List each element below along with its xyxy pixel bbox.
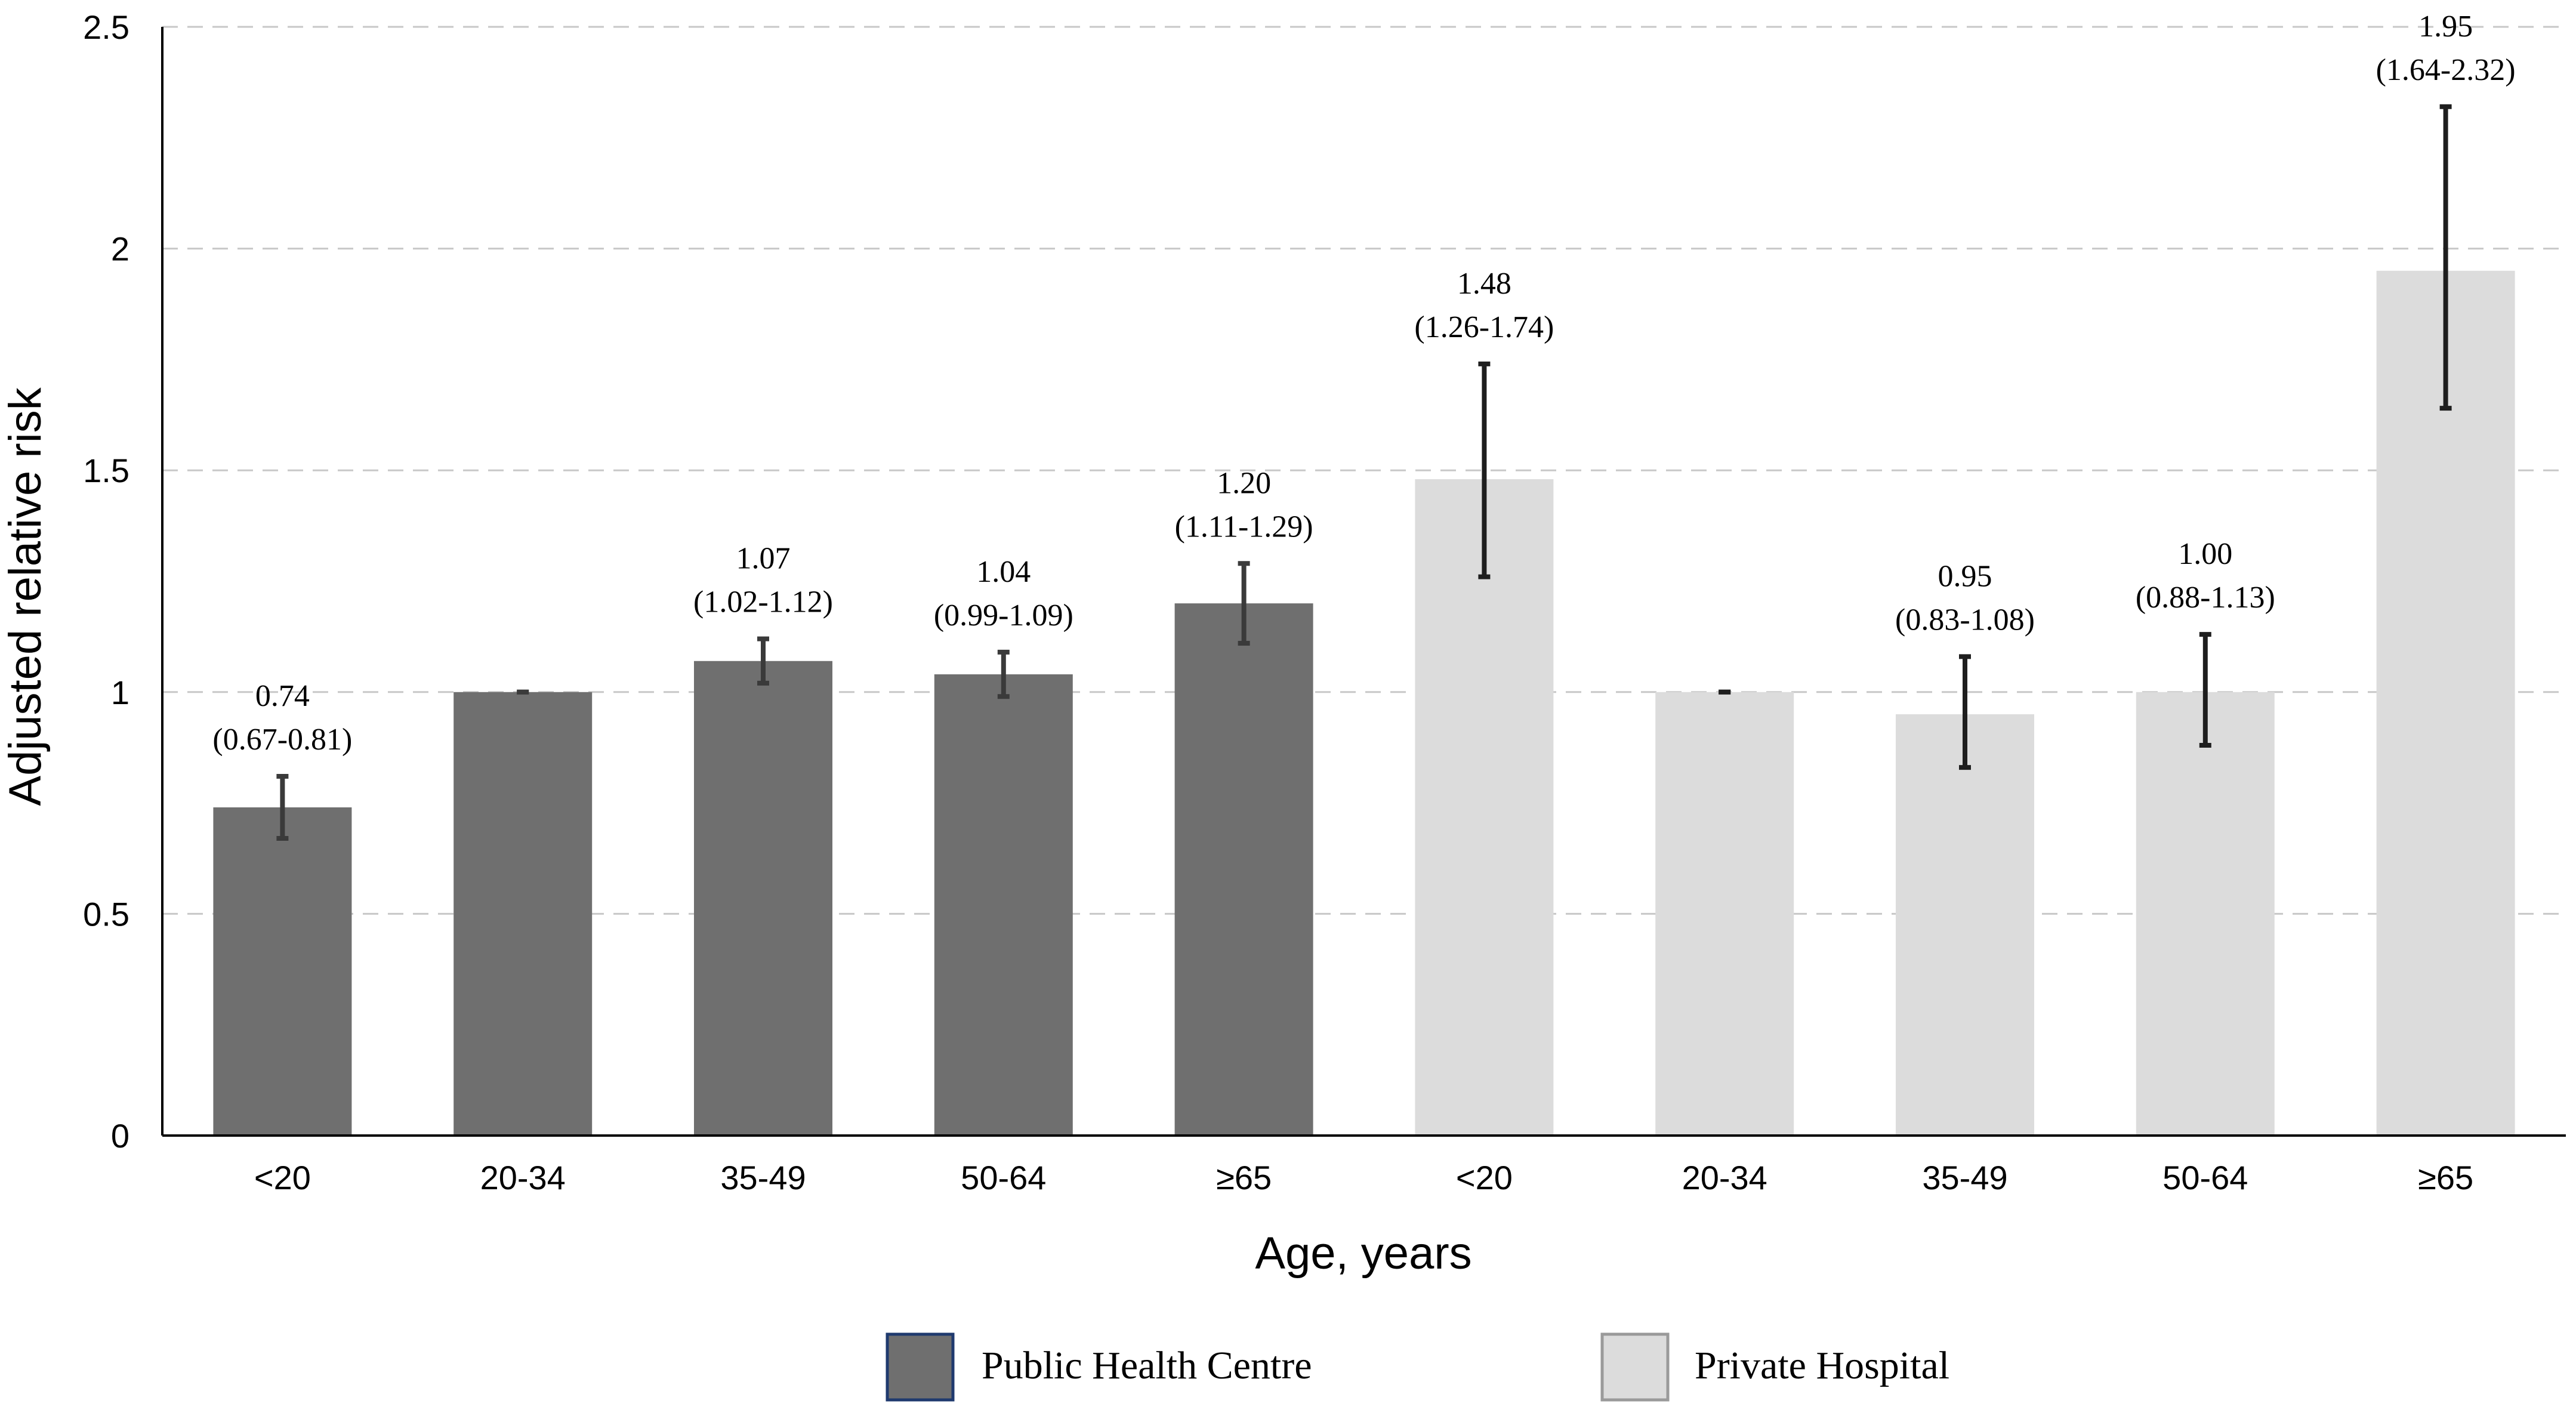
bar (1415, 479, 1554, 1136)
data-label-value: 1.07 (736, 542, 791, 576)
bar (213, 807, 352, 1136)
axes: 0 0.5 1 1.5 2 2.5 <20 20-34 35-49 50-64 ≥65 <20 20-3… (83, 8, 2566, 1196)
bar (1896, 714, 2034, 1136)
bar (1655, 692, 1794, 1136)
legend-swatch-private-hospital (1600, 1332, 1670, 1402)
x-tick-label: ≥65 (2418, 1159, 2473, 1196)
data-label-ci: (0.83-1.08) (1895, 603, 2035, 637)
data-label-ci: (1.26-1.74) (1414, 310, 1554, 344)
x-tick-label: 50-64 (2162, 1159, 2248, 1196)
data-label-value: 0.95 (1938, 559, 1992, 593)
x-tick-label: <20 (254, 1159, 311, 1196)
x-tick-label: 20-34 (480, 1159, 566, 1196)
x-tick-label: 20-34 (1682, 1159, 1767, 1196)
data-label-value: 1.20 (1217, 466, 1271, 500)
y-tick-label: 1.5 (83, 452, 129, 489)
data-label-value: 0.74 (255, 679, 310, 713)
y-tick-label: 1 (111, 674, 129, 711)
data-label-ci: (1.11-1.29) (1175, 510, 1313, 544)
legend-label-private-hospital: Private Hospital (1695, 1344, 1949, 1387)
x-tick-label: ≥65 (1216, 1159, 1272, 1196)
x-tick-label: <20 (1456, 1159, 1513, 1196)
data-labels: 0.74 (0.67-0.81) 1.07 (1.02-1.12) 1.04 (0.99-… (212, 10, 2515, 757)
data-label-ci: (1.02-1.12) (693, 585, 833, 619)
error-bars (276, 104, 2452, 841)
data-label-value: 1.48 (1457, 267, 1511, 301)
x-tick-label: 35-49 (1922, 1159, 2007, 1196)
data-label-value: 1.00 (2178, 537, 2232, 571)
bar (694, 661, 832, 1136)
y-tick-label: 2 (111, 230, 129, 268)
y-tick-label: 0 (111, 1117, 129, 1155)
x-tick-label: 35-49 (720, 1159, 806, 1196)
data-label-ci: (0.99-1.09) (934, 599, 1073, 633)
bar (454, 692, 593, 1136)
data-label-ci: (1.64-2.32) (2376, 53, 2516, 87)
legend: Public Health Centre Private Hospital (886, 1332, 1949, 1402)
y-tick-label: 0.5 (83, 895, 129, 933)
data-label-value: 1.95 (2418, 10, 2473, 44)
data-label-ci: (0.88-1.13) (2136, 581, 2275, 615)
bar (2376, 270, 2515, 1136)
data-label-value: 1.04 (976, 555, 1031, 589)
bar (2136, 692, 2275, 1136)
bars (213, 270, 2515, 1136)
x-tick-label: 50-64 (961, 1159, 1046, 1196)
legend-label-public-health-centre: Public Health Centre (982, 1344, 1312, 1387)
bar (1174, 603, 1313, 1136)
data-label-ci: (0.67-0.81) (212, 723, 352, 757)
y-tick-label: 2.5 (83, 8, 129, 46)
legend-swatch-public-health-centre (886, 1332, 955, 1402)
x-axis-title: Age, years (1255, 1228, 1471, 1279)
bar (934, 674, 1073, 1136)
y-axis-title: Adjusted relative risk (0, 387, 51, 806)
